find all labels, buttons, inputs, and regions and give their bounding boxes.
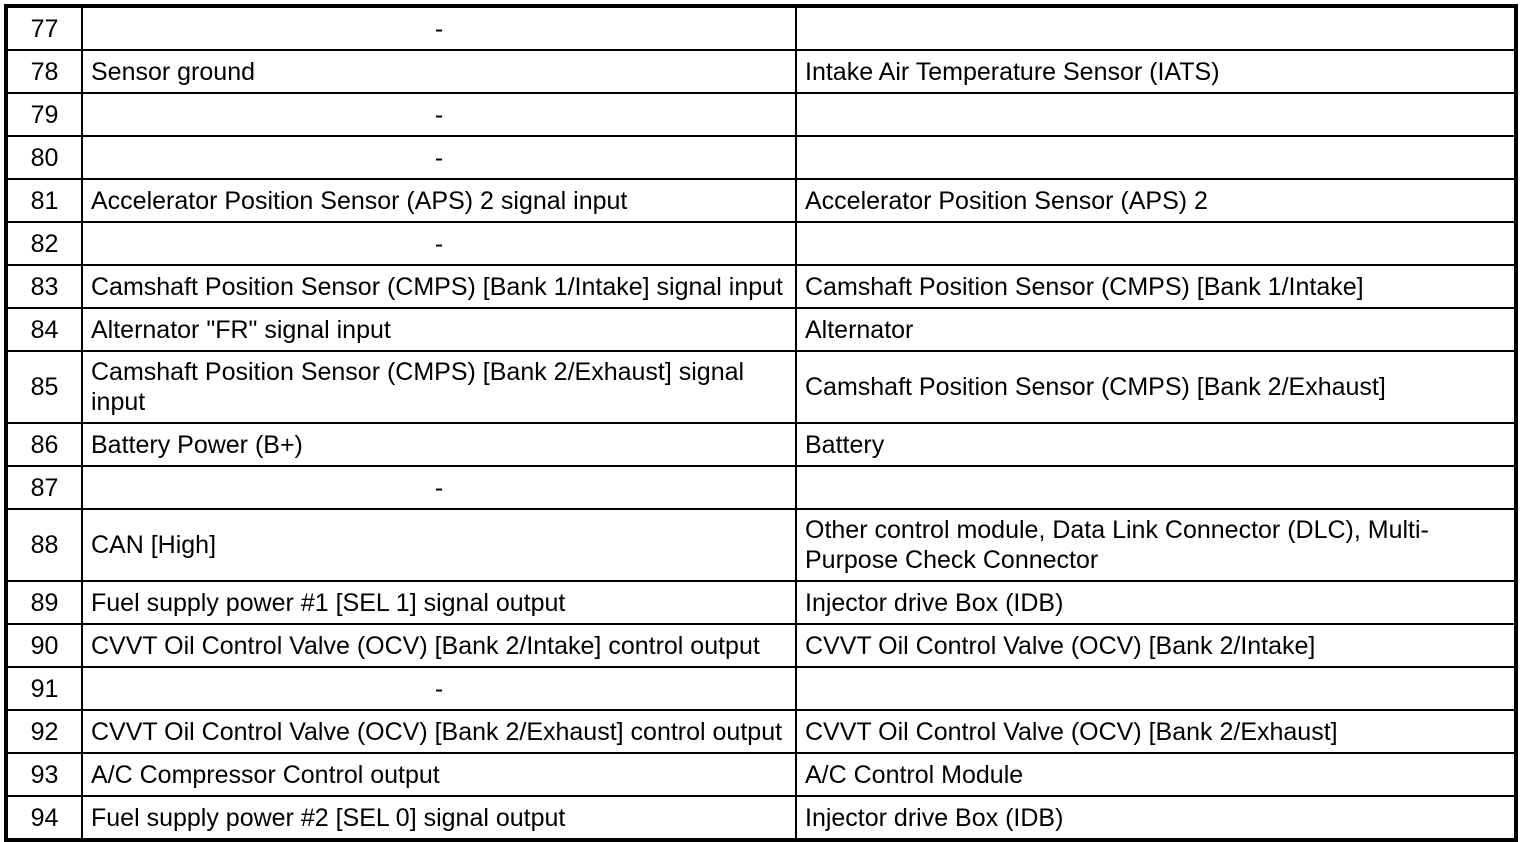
pin-number-cell: 77 (5, 5, 83, 51)
pin-number-cell: 87 (5, 465, 83, 510)
pin-number-cell: 94 (5, 795, 83, 841)
description-cell: Camshaft Position Sensor (CMPS) [Bank 1/… (81, 264, 797, 309)
description-cell: Battery Power (B+) (81, 422, 797, 467)
pin-number-cell: 83 (5, 264, 83, 309)
pin-number-cell: 86 (5, 422, 83, 467)
table-row: 78 Sensor ground Intake Air Temperature … (5, 49, 1517, 94)
table-row: 82 - (5, 221, 1517, 266)
connected-cell: Injector drive Box (IDB) (795, 580, 1517, 625)
connected-cell (795, 5, 1517, 51)
pinout-table: 77 - 78 Sensor ground Intake Air Tempera… (4, 4, 1518, 842)
pin-number-cell: 93 (5, 752, 83, 797)
table-row: 83 Camshaft Position Sensor (CMPS) [Bank… (5, 264, 1517, 309)
pin-number-cell: 88 (5, 508, 83, 582)
connected-cell: Alternator (795, 307, 1517, 352)
description-cell: - (81, 465, 797, 510)
connected-cell: CVVT Oil Control Valve (OCV) [Bank 2/Exh… (795, 709, 1517, 754)
pin-number-cell: 81 (5, 178, 83, 223)
table-row: 88 CAN [High] Other control module, Data… (5, 508, 1517, 582)
pin-number-cell: 82 (5, 221, 83, 266)
connected-cell (795, 666, 1517, 711)
description-cell: Accelerator Position Sensor (APS) 2 sign… (81, 178, 797, 223)
description-cell: Sensor ground (81, 49, 797, 94)
connected-cell: Camshaft Position Sensor (CMPS) [Bank 1/… (795, 264, 1517, 309)
table-row: 81 Accelerator Position Sensor (APS) 2 s… (5, 178, 1517, 223)
description-cell: CAN [High] (81, 508, 797, 582)
description-cell: CVVT Oil Control Valve (OCV) [Bank 2/Exh… (81, 709, 797, 754)
description-cell: - (81, 92, 797, 137)
pin-number-cell: 79 (5, 92, 83, 137)
connected-cell: Battery (795, 422, 1517, 467)
description-cell: - (81, 5, 797, 51)
table-row: 87 - (5, 465, 1517, 510)
connected-cell: Injector drive Box (IDB) (795, 795, 1517, 841)
pin-number-cell: 80 (5, 135, 83, 180)
connected-cell (795, 92, 1517, 137)
connected-cell: A/C Control Module (795, 752, 1517, 797)
table-row: 89 Fuel supply power #1 [SEL 1] signal o… (5, 580, 1517, 625)
connected-cell: Other control module, Data Link Connecto… (795, 508, 1517, 582)
pin-number-cell: 78 (5, 49, 83, 94)
description-cell: Fuel supply power #1 [SEL 1] signal outp… (81, 580, 797, 625)
table-row: 90 CVVT Oil Control Valve (OCV) [Bank 2/… (5, 623, 1517, 668)
table-row: 79 - (5, 92, 1517, 137)
pinout-table-body: 77 - 78 Sensor ground Intake Air Tempera… (5, 5, 1517, 841)
table-row: 86 Battery Power (B+) Battery (5, 422, 1517, 467)
description-cell: Fuel supply power #2 [SEL 0] signal outp… (81, 795, 797, 841)
connected-cell (795, 221, 1517, 266)
description-cell: A/C Compressor Control output (81, 752, 797, 797)
connected-cell: Intake Air Temperature Sensor (IATS) (795, 49, 1517, 94)
description-cell: Alternator "FR" signal input (81, 307, 797, 352)
table-row: 77 - (5, 5, 1517, 51)
table-row: 85 Camshaft Position Sensor (CMPS) [Bank… (5, 350, 1517, 424)
pin-number-cell: 90 (5, 623, 83, 668)
description-cell: CVVT Oil Control Valve (OCV) [Bank 2/Int… (81, 623, 797, 668)
pin-number-cell: 91 (5, 666, 83, 711)
pin-number-cell: 89 (5, 580, 83, 625)
description-cell: - (81, 135, 797, 180)
table-row: 84 Alternator "FR" signal input Alternat… (5, 307, 1517, 352)
description-cell: - (81, 221, 797, 266)
description-cell: Camshaft Position Sensor (CMPS) [Bank 2/… (81, 350, 797, 424)
connected-cell (795, 465, 1517, 510)
connected-cell (795, 135, 1517, 180)
table-row: 91 - (5, 666, 1517, 711)
connected-cell: Accelerator Position Sensor (APS) 2 (795, 178, 1517, 223)
connected-cell: CVVT Oil Control Valve (OCV) [Bank 2/Int… (795, 623, 1517, 668)
pin-number-cell: 84 (5, 307, 83, 352)
pin-number-cell: 85 (5, 350, 83, 424)
table-row: 92 CVVT Oil Control Valve (OCV) [Bank 2/… (5, 709, 1517, 754)
table-row: 93 A/C Compressor Control output A/C Con… (5, 752, 1517, 797)
table-row: 94 Fuel supply power #2 [SEL 0] signal o… (5, 795, 1517, 841)
description-cell: - (81, 666, 797, 711)
table-row: 80 - (5, 135, 1517, 180)
connected-cell: Camshaft Position Sensor (CMPS) [Bank 2/… (795, 350, 1517, 424)
pin-number-cell: 92 (5, 709, 83, 754)
